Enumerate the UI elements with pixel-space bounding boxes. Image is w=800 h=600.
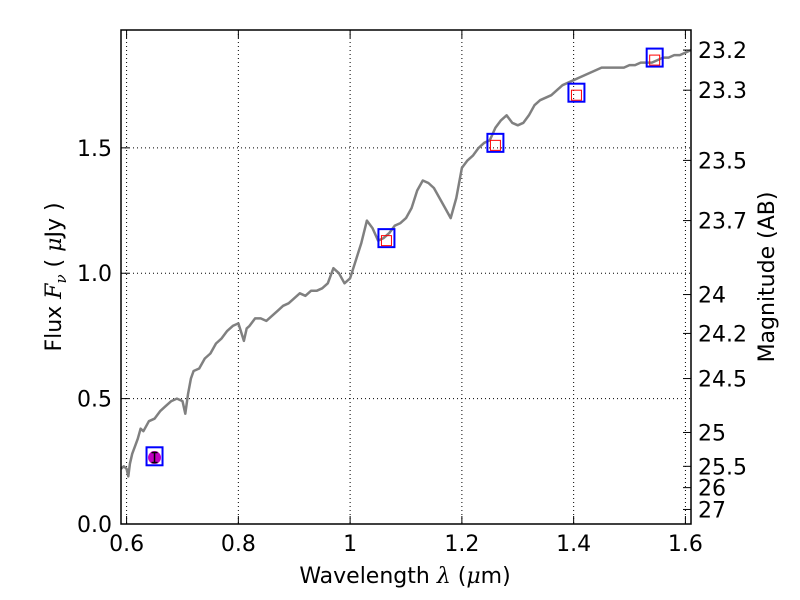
y2-tick-label: 23.7 (698, 210, 747, 235)
y2-tick-label: 24 (698, 284, 726, 309)
model-flux-marker (486, 132, 505, 153)
spectrum-line (120, 48, 692, 478)
y2-tick-label: 25 (698, 421, 726, 446)
photometry-points-group (145, 47, 664, 467)
spectrum-line-group (120, 48, 692, 478)
model-flux-marker (645, 47, 664, 68)
y2-tick-label: 23.5 (698, 149, 747, 174)
x-tick-label: 1.6 (668, 532, 703, 557)
x-tick-label: 0.6 (109, 532, 144, 557)
observed-flux-point (380, 235, 392, 247)
model-flux-marker (377, 228, 396, 249)
x-tick-label: 1.4 (556, 532, 591, 557)
plot-frame (120, 29, 692, 525)
axis-ticks: 0.6 0.8 1 1.2 1.4 1.6 0.0 0.5 1.0 1.5 23.2 23.3 23.5… (77, 30, 747, 557)
y2-tick-label: 27 (698, 498, 726, 523)
grid-lines (121, 30, 691, 524)
x-tick-label: 1 (343, 532, 357, 557)
y2-tick-label: 23.2 (698, 39, 747, 64)
y-tick-label: 1.5 (77, 137, 112, 162)
x-axis-title: Wavelength λ (μm) (299, 564, 510, 589)
y2-tick-label: 24.5 (698, 368, 747, 393)
y2-axis-title: Magnitude (AB) (755, 192, 780, 363)
model-flux-marker (145, 446, 164, 467)
y-tick-label: 0.0 (77, 513, 112, 538)
y-tick-label: 0.5 (77, 388, 112, 413)
x-tick-label: 0.8 (221, 532, 256, 557)
x-tick-label: 1.2 (444, 532, 479, 557)
model-flux-marker (567, 82, 586, 103)
observed-flux-point (570, 89, 582, 101)
y-tick-label: 1.0 (77, 262, 112, 287)
y2-tick-label: 23.3 (698, 79, 747, 104)
observed-flux-point (649, 54, 661, 66)
y2-tick-label: 26 (698, 477, 726, 502)
observed-flux-point (489, 139, 501, 151)
y2-tick-label: 25.5 (698, 455, 747, 480)
y-axis-title: Flux Fν ( μJy ) (42, 202, 70, 351)
y2-tick-label: 24.2 (698, 322, 747, 347)
